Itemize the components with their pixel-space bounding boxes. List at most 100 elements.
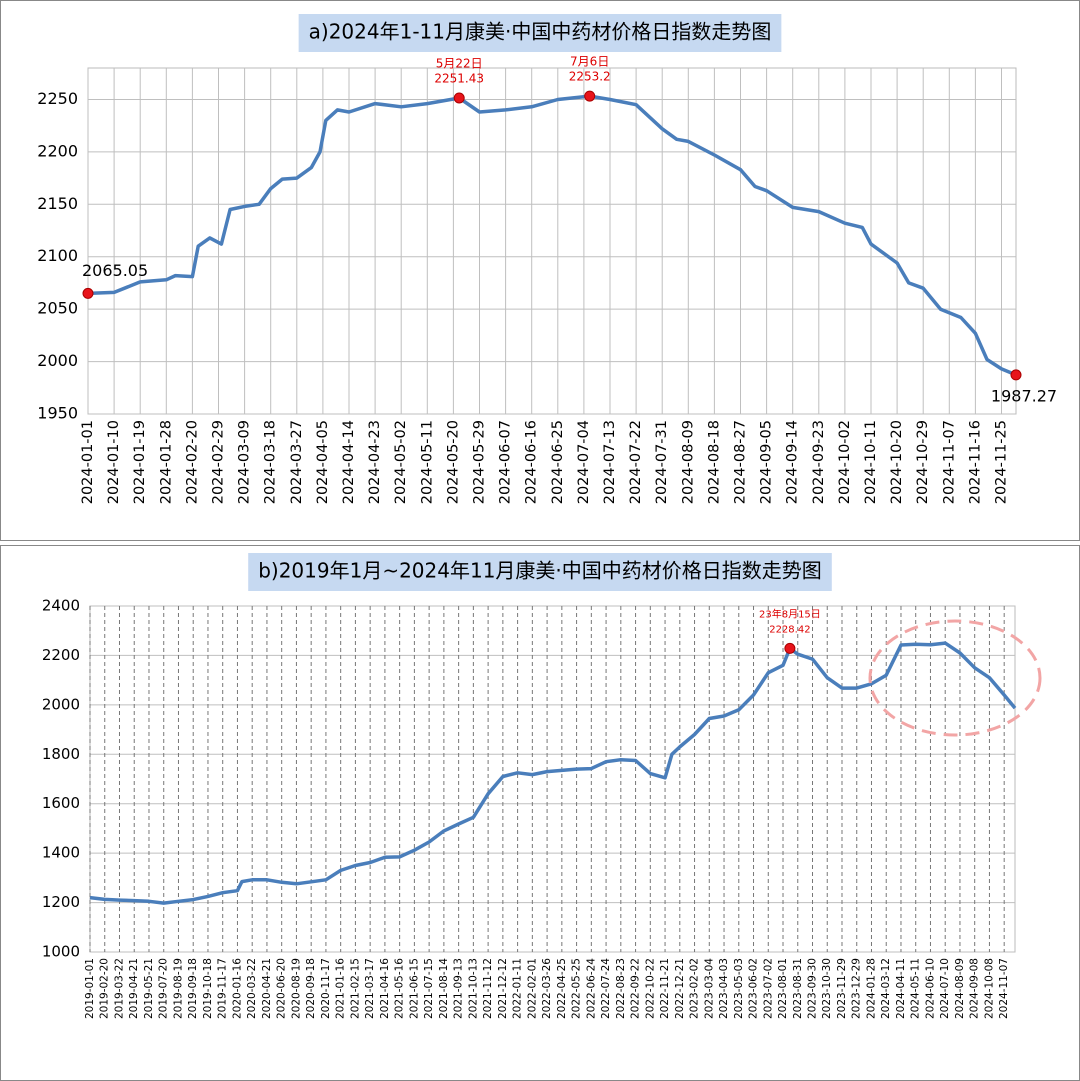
y-tick-label: 2150 (37, 194, 78, 213)
x-tick-label: 2024-10-08 (983, 958, 995, 1019)
x-tick-label: 2019-05-21 (143, 958, 155, 1019)
x-tick-label: 2023-05-03 (733, 958, 745, 1019)
x-tick-label: 2024-08-09 (954, 958, 966, 1019)
x-tick-label: 2019-01-01 (84, 958, 96, 1019)
y-tick-label: 2050 (37, 299, 78, 318)
x-tick-label: 2024-07-13 (602, 420, 618, 504)
x-tick-label: 2024-06-07 (498, 420, 514, 504)
x-tick-label: 2023-12-29 (851, 958, 863, 1019)
x-tick-label: 2021-01-16 (335, 958, 347, 1019)
x-tick-label: 2021-02-15 (349, 958, 361, 1019)
x-tick-label: 2024-01-01 (80, 420, 96, 504)
x-tick-label: 2024-10-20 (889, 420, 905, 504)
x-tick-label: 2024-08-27 (733, 420, 749, 504)
y-tick-label: 2200 (42, 646, 80, 664)
x-tick-label: 2022-09-22 (630, 958, 642, 1019)
x-tick-label: 2024-09-23 (811, 420, 827, 504)
x-tick-label: 2024-09-08 (969, 958, 981, 1019)
x-tick-label: 2023-07-02 (762, 958, 774, 1019)
y-tick-label: 1000 (42, 943, 80, 961)
x-tick-label: 2024-03-12 (880, 958, 892, 1019)
x-tick-label: 2024-03-27 (289, 420, 305, 504)
x-tick-label: 2022-12-21 (674, 958, 686, 1019)
annotation-value: 2228.42 (769, 624, 810, 635)
annotation-value: 2251.43 (434, 71, 484, 85)
x-tick-label: 2024-07-22 (628, 420, 644, 504)
x-tick-label: 2019-02-20 (99, 958, 111, 1019)
x-tick-label: 2019-09-18 (187, 958, 199, 1019)
x-tick-label: 2024-04-05 (315, 420, 331, 504)
x-tick-label: 2022-07-24 (600, 958, 612, 1019)
y-tick-label: 1400 (42, 844, 80, 862)
x-tick-label: 2021-09-13 (453, 958, 465, 1019)
highlight-point (453, 92, 465, 104)
y-tick-label: 1950 (37, 404, 78, 423)
annotation-value: 2253.2 (569, 70, 611, 84)
y-tick-label: 2100 (37, 246, 78, 265)
highlight-point (584, 90, 596, 102)
y-tick-label: 1600 (42, 794, 80, 812)
x-tick-label: 2023-09-30 (807, 958, 819, 1019)
highlight-point (1010, 369, 1022, 381)
x-tick-label: 2023-03-04 (703, 958, 715, 1019)
x-tick-label: 2022-03-26 (541, 958, 553, 1019)
x-tick-label: 2024-11-07 (998, 958, 1010, 1019)
x-tick-label: 2019-04-21 (128, 958, 140, 1019)
x-tick-label: 2023-02-02 (689, 958, 701, 1019)
x-tick-label: 2019-10-18 (202, 958, 214, 1019)
x-tick-label: 2023-08-01 (777, 958, 789, 1019)
y-tick-label: 2200 (37, 141, 78, 160)
data-line (87, 94, 1017, 377)
x-tick-label: 2024-04-23 (367, 420, 383, 504)
x-tick-label: 2022-05-25 (571, 958, 583, 1019)
x-tick-label: 2020-08-19 (290, 958, 302, 1019)
x-tick-label: 2024-09-05 (759, 420, 775, 504)
x-tick-label: 2021-08-14 (438, 958, 450, 1019)
y-tick-label: 1200 (42, 893, 80, 911)
x-tick-label: 2021-04-16 (379, 958, 391, 1019)
x-tick-label: 2024-07-10 (939, 958, 951, 1019)
x-tick-label: 2024-01-28 (865, 958, 877, 1019)
x-tick-label: 2024-07-04 (576, 420, 592, 504)
x-tick-label: 2022-04-25 (556, 958, 568, 1019)
annotation-label: 5月22日 (436, 56, 483, 70)
y-tick-label: 2000 (37, 351, 78, 370)
plot-area (89, 605, 1016, 953)
x-tick-label: 2024-04-14 (341, 420, 357, 504)
x-tick-label: 2021-10-13 (467, 958, 479, 1019)
x-tick-label: 2022-02-01 (526, 958, 538, 1019)
x-tick-label: 2022-10-22 (644, 958, 656, 1019)
x-tick-label: 2024-06-25 (550, 420, 566, 504)
x-tick-label: 2022-11-21 (659, 958, 671, 1019)
annotation-label: 23年8月15日 (759, 607, 821, 620)
x-tick-label: 2021-07-15 (423, 958, 435, 1019)
highlight-ellipse (868, 619, 1042, 737)
x-tick-label: 2024-08-09 (680, 420, 696, 504)
x-tick-label: 2024-01-19 (132, 420, 148, 504)
x-tick-label: 2020-06-20 (276, 958, 288, 1019)
x-tick-label: 2020-04-21 (261, 958, 273, 1019)
x-tick-label: 2024-10-02 (837, 420, 853, 504)
chart-title: b)2019年1月~2024年11月康美·中国中药材价格日指数走势图 (258, 559, 822, 583)
x-tick-label: 2024-03-18 (263, 420, 279, 504)
x-tick-label: 2019-03-22 (113, 958, 125, 1019)
x-tick-label: 2023-06-02 (748, 958, 760, 1019)
x-tick-label: 2020-03-22 (246, 958, 258, 1019)
x-tick-label: 2021-06-15 (408, 958, 420, 1019)
x-tick-label: 2024-01-28 (158, 420, 174, 504)
x-tick-label: 2024-10-29 (915, 420, 931, 504)
data-line (89, 641, 1017, 905)
title-box (298, 14, 782, 52)
x-tick-label: 2024-05-11 (419, 420, 435, 504)
x-tick-label: 2020-09-18 (305, 958, 317, 1019)
x-tick-label: 2024-05-29 (472, 420, 488, 504)
x-tick-label: 2024-09-14 (785, 420, 801, 504)
x-tick-label: 2021-03-17 (364, 958, 376, 1019)
annotation-value: 1987.27 (991, 386, 1057, 405)
y-tick-label: 1800 (42, 745, 80, 763)
x-tick-label: 2019-11-17 (217, 958, 229, 1019)
x-tick-label: 2023-11-29 (836, 958, 848, 1019)
chart: 1000 1200 1400 1600 1800 2000 2200 2400 2019-01-… (42, 553, 1042, 1019)
x-tick-label: 2024-05-11 (910, 958, 922, 1019)
